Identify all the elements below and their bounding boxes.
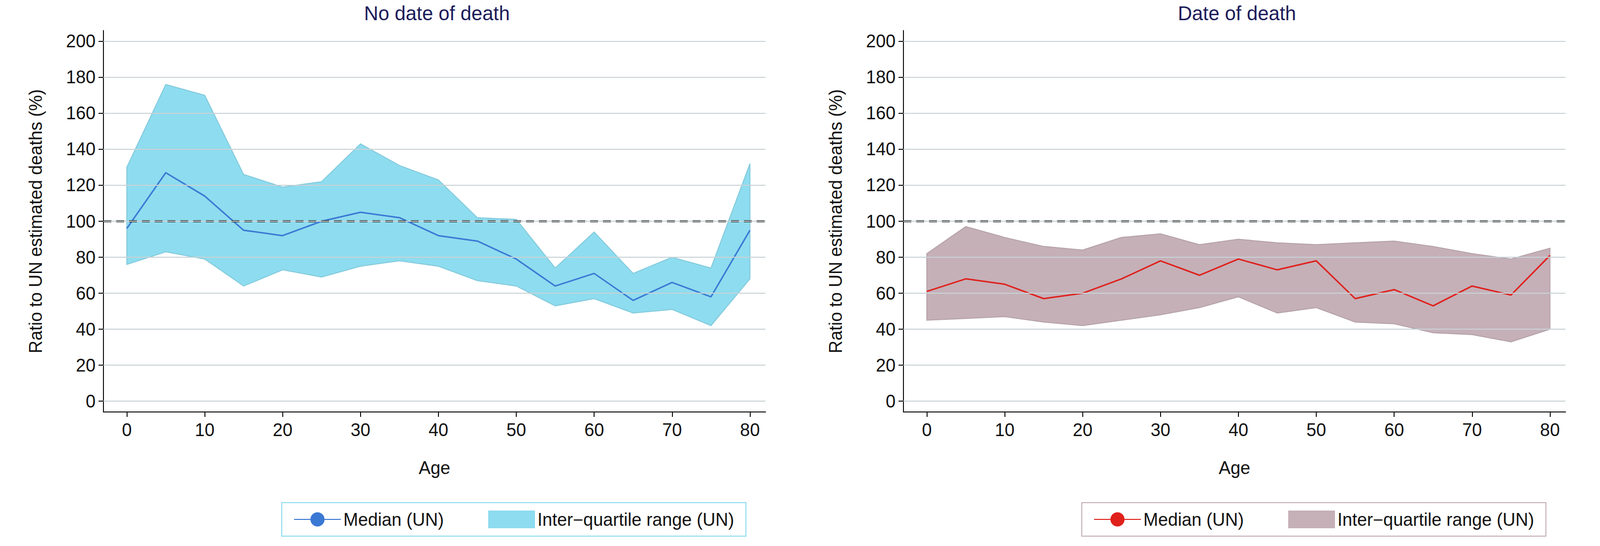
svg-text:20: 20 — [272, 419, 293, 440]
svg-text:Median (UN): Median (UN) — [1143, 509, 1244, 530]
svg-text:0: 0 — [85, 391, 96, 412]
svg-text:0: 0 — [921, 419, 932, 440]
svg-text:60: 60 — [1384, 419, 1404, 440]
svg-text:100: 100 — [66, 211, 96, 232]
svg-text:0: 0 — [885, 391, 896, 412]
svg-text:40: 40 — [75, 319, 96, 340]
svg-text:80: 80 — [875, 247, 896, 268]
svg-text:10: 10 — [995, 419, 1015, 440]
svg-text:40: 40 — [1228, 419, 1249, 440]
svg-text:Age: Age — [418, 457, 451, 478]
svg-text:10: 10 — [195, 419, 215, 440]
svg-text:70: 70 — [1462, 419, 1482, 440]
svg-text:200: 200 — [66, 31, 96, 52]
svg-text:50: 50 — [1306, 419, 1327, 440]
svg-text:Inter−quartile range (UN): Inter−quartile range (UN) — [1337, 509, 1534, 530]
svg-text:Age: Age — [1218, 457, 1251, 478]
svg-text:20: 20 — [75, 355, 96, 376]
svg-text:No date of death: No date of death — [364, 2, 510, 25]
svg-text:60: 60 — [584, 419, 604, 440]
svg-text:Ratio to UN estimated deaths (: Ratio to UN estimated deaths (%) — [825, 89, 846, 354]
svg-text:20: 20 — [1072, 419, 1093, 440]
svg-text:70: 70 — [662, 419, 682, 440]
svg-text:Median (UN): Median (UN) — [343, 509, 444, 530]
svg-text:140: 140 — [866, 138, 896, 160]
svg-text:180: 180 — [866, 66, 896, 88]
svg-text:60: 60 — [75, 283, 96, 304]
svg-text:180: 180 — [66, 66, 96, 88]
svg-text:Date of death: Date of death — [1177, 2, 1297, 25]
svg-text:100: 100 — [866, 211, 896, 232]
svg-text:80: 80 — [1539, 419, 1560, 440]
svg-text:40: 40 — [428, 419, 449, 440]
svg-text:120: 120 — [866, 174, 896, 196]
svg-text:40: 40 — [875, 319, 896, 340]
svg-text:30: 30 — [350, 419, 371, 440]
svg-text:30: 30 — [1150, 419, 1171, 440]
svg-text:140: 140 — [66, 138, 96, 160]
svg-text:0: 0 — [121, 419, 132, 440]
svg-text:160: 160 — [866, 102, 896, 124]
svg-text:Ratio to UN estimated deaths (: Ratio to UN estimated deaths (%) — [25, 89, 46, 354]
svg-text:80: 80 — [75, 247, 96, 268]
svg-text:60: 60 — [875, 283, 896, 304]
svg-text:200: 200 — [866, 31, 896, 52]
svg-text:80: 80 — [739, 419, 760, 440]
svg-text:50: 50 — [506, 419, 527, 440]
svg-text:160: 160 — [66, 102, 96, 124]
svg-text:120: 120 — [66, 174, 96, 196]
svg-text:20: 20 — [875, 355, 896, 376]
svg-text:Inter−quartile range (UN): Inter−quartile range (UN) — [537, 509, 734, 530]
